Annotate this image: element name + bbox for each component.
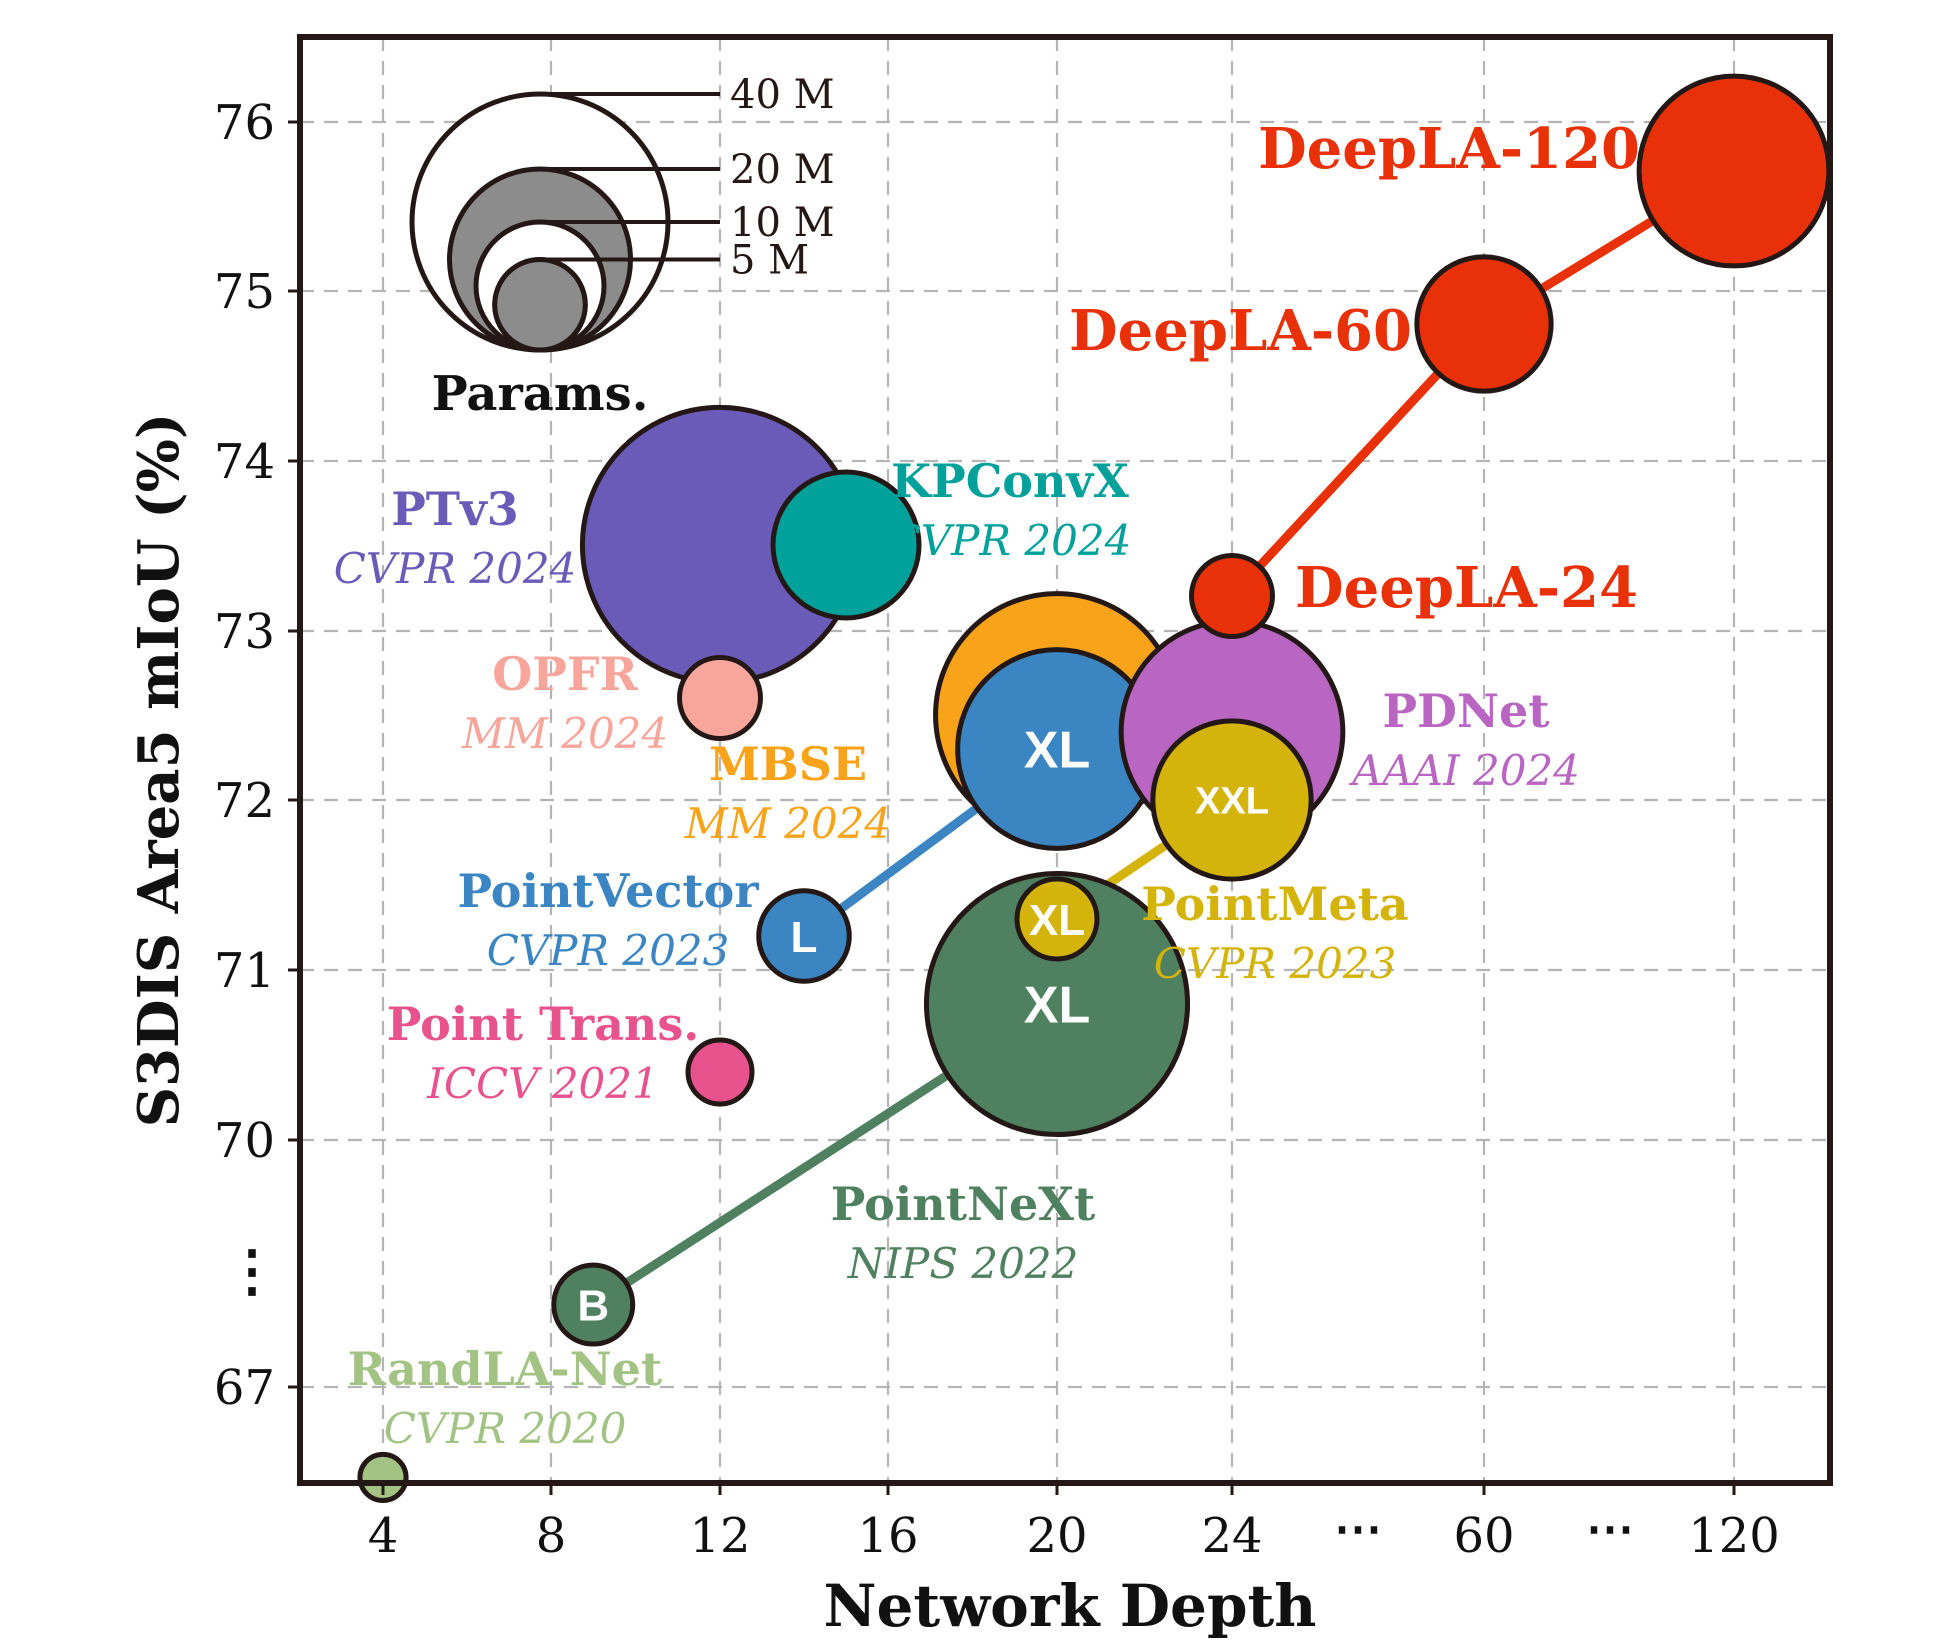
bubble-opfr [677, 655, 763, 741]
label-name-deepla-120: DeepLA-120 [1258, 116, 1640, 182]
bubble-deepla-24 [1189, 553, 1275, 639]
label-name-mbse: MBSE [709, 737, 867, 791]
bubble-pointmeta-xl [1014, 876, 1100, 962]
label-venue-mbse: MM 2024 [684, 799, 891, 848]
bubble-label-pointnext-b: B [577, 1281, 609, 1330]
bubble-label-pointnext-xl: XL [1024, 977, 1090, 1035]
bubble-pointnext-b [551, 1262, 636, 1347]
bubble-label-pointvector-xl: XL [1024, 722, 1090, 780]
label-venue-opfr: MM 2024 [461, 709, 668, 758]
plot-frame [297, 34, 1833, 1486]
x-axis-break: ⋯ [1334, 1501, 1382, 1557]
label-name-opfr: OPFR [492, 647, 638, 701]
bubble-pointmeta-xxl [1150, 718, 1314, 882]
point-labels: PTv3 CVPR 2024 KPConvX CVPR 2024 OPFR MM 2024… [334, 116, 1640, 1453]
legend-title: Params. [432, 366, 649, 422]
size-legend: 40 M 20 M 10 M5 M Params. [409, 72, 835, 422]
y-axis-break: ⋮ [224, 1238, 280, 1304]
bubble-randla [357, 1451, 409, 1504]
y-tick-label: 74 [214, 434, 275, 490]
x-tick-label: 4 [368, 1508, 399, 1564]
x-tick-label: 8 [536, 1508, 567, 1564]
label-venue-ptv3: CVPR 2024 [334, 544, 577, 593]
label-name-kpconvx: KPConvX [891, 454, 1129, 508]
label-name-pdnet: PDNet [1382, 684, 1550, 738]
y-tick-label: 75 [214, 264, 275, 320]
label-name-deepla-24: DeepLA-24 [1295, 555, 1638, 621]
bubble-pointtrans [685, 1037, 755, 1107]
bubble-pointvector-l [756, 888, 852, 984]
y-tick-label: 72 [214, 773, 275, 829]
label-name-randla: RandLA-Net [348, 1342, 663, 1396]
x-axis-break: ⋯ [1586, 1501, 1634, 1557]
bubble-deepla-120 [1636, 73, 1832, 269]
plot-border [297, 34, 1833, 1486]
label-venue-pointnext: NIPS 2022 [847, 1239, 1079, 1288]
x-tick-label: 20 [1026, 1508, 1087, 1564]
label-name-pointvector: PointVector [457, 864, 759, 918]
bubble-deepla-60 [1414, 254, 1554, 394]
y-tick-label: 70 [214, 1113, 275, 1169]
label-venue-kpconvx: CVPR 2024 [889, 516, 1132, 565]
label-venue-randla: CVPR 2020 [384, 1404, 627, 1453]
label-name-pointtrans: Point Trans. [387, 997, 700, 1051]
legend-size-label-1: 20 M [730, 147, 835, 193]
x-tick-label: 60 [1453, 1508, 1514, 1564]
label-venue-pointvector: CVPR 2023 [487, 926, 730, 975]
label-name-pointmeta: PointMeta [1141, 877, 1408, 931]
x-tick-label: 16 [857, 1508, 918, 1564]
x-tick-label: 12 [689, 1508, 750, 1564]
label-name-deepla-60: DeepLA-60 [1069, 298, 1412, 364]
label-venue-pdnet: AAAI 2024 [1348, 746, 1580, 795]
bubble-kpconvx [770, 469, 922, 621]
bubble-label-pointmeta-xl: XL [1029, 896, 1085, 945]
legend-circle-smallest [492, 256, 588, 353]
x-tick-label: 24 [1201, 1508, 1262, 1564]
bubble-label-pointvector-l: L [791, 913, 818, 962]
label-venue-pointtrans: ICCV 2021 [426, 1059, 658, 1108]
x-tick-label: 120 [1688, 1508, 1780, 1564]
y-tick-label: 67 [214, 1360, 275, 1416]
bubble-label-pointmeta-xxl: XXL [1195, 781, 1269, 823]
y-tick-label: 71 [214, 943, 275, 999]
axes: 4 8 12 16 20 24 60 120 ⋯ ⋯ 67 70 71 72 73 74 75 76 ⋮ Networ… [126, 95, 1780, 1640]
legend-size-label-0: 40 M [730, 72, 835, 118]
y-tick-label: 73 [214, 604, 275, 660]
label-venue-pointmeta: CVPR 2023 [1154, 939, 1397, 988]
y-axis-title: S3DIS Area5 mIoU (%) [126, 413, 192, 1128]
legend-size-label-3: 5 M [730, 237, 809, 283]
y-tick-label: 76 [214, 95, 275, 151]
label-name-pointnext: PointNeXt [831, 1177, 1096, 1231]
bubble-pointnext-xl [923, 870, 1191, 1138]
data-points: B L XL XXL XL XL [357, 73, 1832, 1504]
x-axis-title: Network Depth [824, 1572, 1317, 1640]
label-name-ptv3: PTv3 [391, 482, 519, 536]
legend-size-label-2: 10 M [730, 200, 835, 246]
